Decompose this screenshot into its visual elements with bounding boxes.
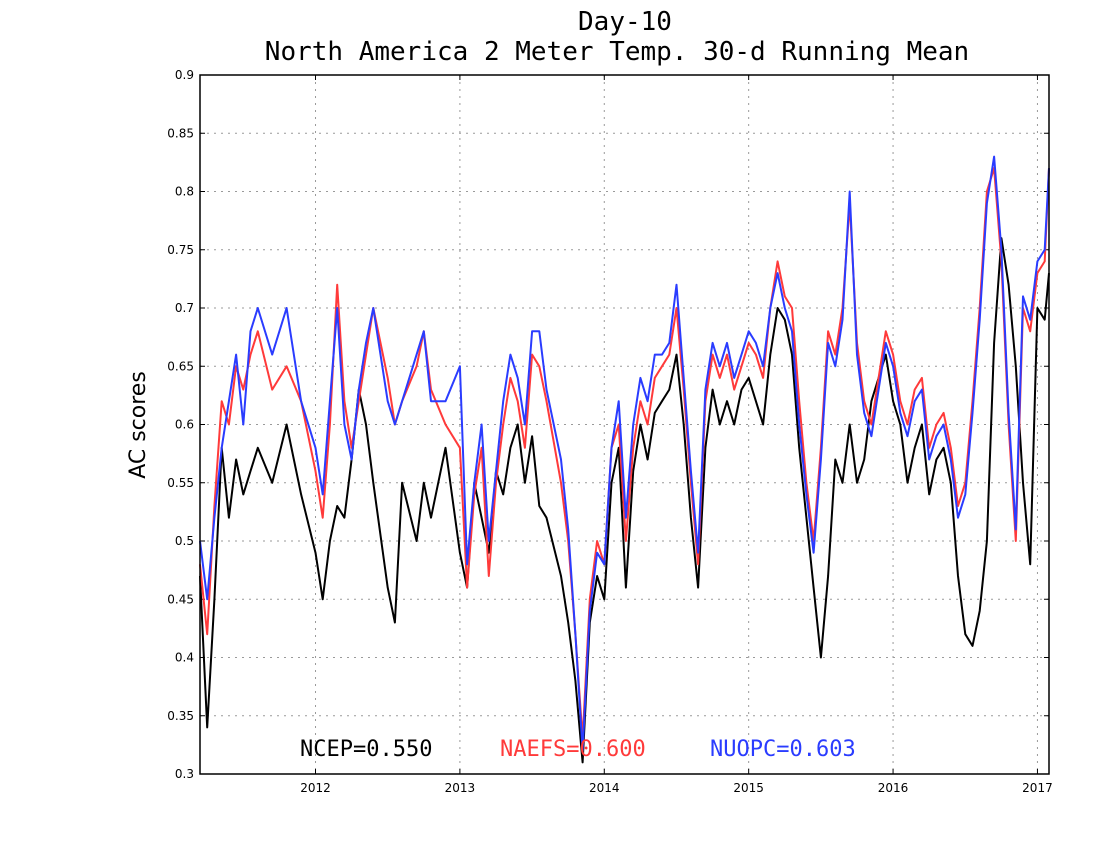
y-tick-label: 0.5	[175, 534, 194, 548]
y-tick-label: 0.65	[167, 359, 194, 373]
x-tick-label: 2015	[733, 781, 764, 795]
tick-labels: 0.3 0.35 0.4 0.45 0.5 0.55 0.6 0.65 0.7 0.75 0.8 0.…	[167, 68, 1052, 795]
x-tick-label: 2013	[445, 781, 476, 795]
y-tick-label: 0.55	[167, 476, 194, 490]
y-tick-label: 0.45	[167, 592, 194, 606]
y-axis-label: AC scores	[126, 371, 151, 479]
score-label-nuopc: NUOPC=0.603	[710, 737, 856, 762]
series-score-labels: NCEP=0.550 NAEFS=0.600 NUOPC=0.603	[300, 737, 856, 762]
series-line-nuopc	[199, 155, 1050, 752]
score-label-ncep: NCEP=0.550	[300, 737, 432, 762]
series-lines	[199, 155, 1050, 764]
y-tick-label: 0.75	[167, 243, 194, 257]
y-tick-label: 0.4	[175, 651, 194, 665]
x-tick-label: 2012	[300, 781, 331, 795]
y-tick-label: 0.3	[175, 767, 194, 781]
plot-frame	[199, 74, 1050, 775]
y-tick-label: 0.35	[167, 709, 194, 723]
x-tick-label: 2016	[878, 781, 909, 795]
chart-title: Day-10	[578, 7, 672, 37]
score-label-naefs: NAEFS=0.600	[500, 737, 646, 762]
series-line-naefs	[199, 167, 1050, 740]
y-tick-label: 0.7	[175, 301, 194, 315]
x-tick-label: 2017	[1022, 781, 1053, 795]
chart-subtitle: North America 2 Meter Temp. 30-d Running…	[265, 37, 969, 67]
x-tick-label: 2014	[589, 781, 620, 795]
y-tick-label: 0.6	[175, 418, 194, 432]
y-tick-label: 0.85	[167, 126, 194, 140]
y-tick-label: 0.9	[175, 68, 194, 82]
y-tick-label: 0.8	[175, 185, 194, 199]
